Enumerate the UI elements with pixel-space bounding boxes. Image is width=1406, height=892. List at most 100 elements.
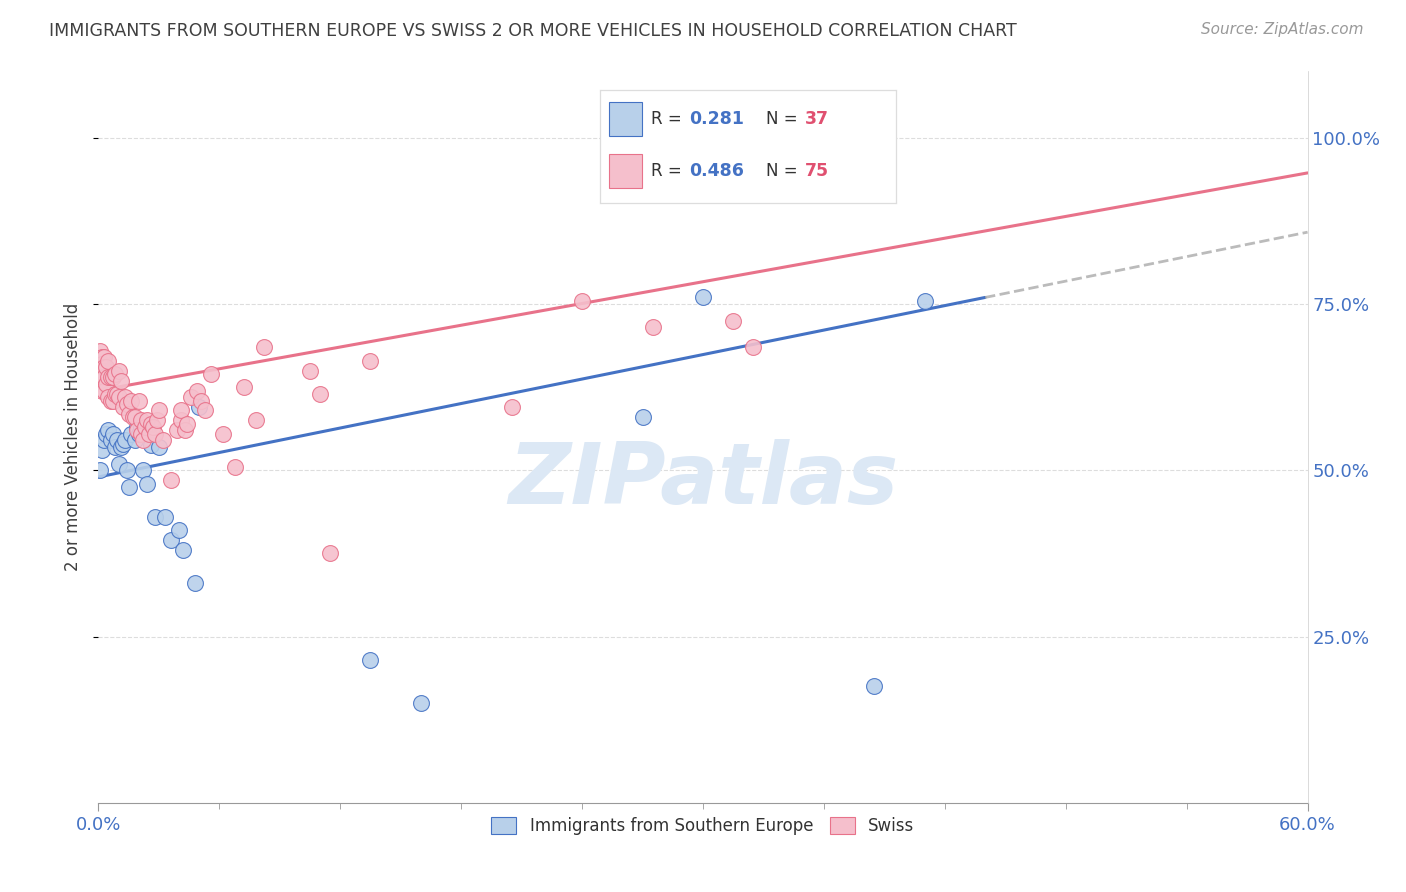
Point — [100, 434, 122, 448]
Point — [96, 376, 118, 391]
Text: ZIPatlas: ZIPatlas — [508, 440, 898, 523]
Point — [723, 314, 745, 328]
Point — [180, 390, 202, 404]
Point — [97, 353, 120, 368]
Point — [120, 393, 142, 408]
Point — [89, 343, 111, 358]
Point — [224, 460, 246, 475]
Point — [148, 440, 170, 454]
Point — [107, 363, 129, 377]
Point — [132, 434, 155, 448]
Point — [319, 546, 342, 560]
Point — [91, 351, 114, 365]
Point — [101, 393, 124, 408]
Point — [114, 390, 136, 404]
Point — [124, 410, 146, 425]
Point — [146, 413, 169, 427]
Point — [153, 509, 176, 524]
Point — [93, 370, 115, 384]
Point — [125, 424, 148, 438]
Point — [97, 424, 120, 438]
Point — [299, 363, 322, 377]
Point — [139, 417, 162, 431]
Point — [160, 533, 183, 548]
Point — [91, 384, 114, 398]
Point — [93, 434, 115, 448]
Point — [148, 403, 170, 417]
Point — [742, 340, 765, 354]
Point — [212, 426, 235, 441]
Point — [914, 293, 936, 308]
Point — [135, 413, 157, 427]
Point — [863, 680, 886, 694]
Point — [166, 424, 188, 438]
Point — [89, 463, 111, 477]
Point — [172, 543, 194, 558]
Point — [190, 393, 212, 408]
Point — [142, 420, 165, 434]
Point — [89, 363, 111, 377]
Y-axis label: 2 or more Vehicles in Household: 2 or more Vehicles in Household — [65, 303, 83, 571]
Point — [91, 443, 114, 458]
Point — [93, 384, 115, 398]
Point — [129, 420, 152, 434]
Point — [111, 436, 134, 450]
Point — [143, 426, 166, 441]
Point — [152, 434, 174, 448]
Point — [89, 374, 111, 388]
Point — [167, 523, 190, 537]
Legend: Immigrants from Southern Europe, Swiss: Immigrants from Southern Europe, Swiss — [485, 811, 921, 842]
Point — [170, 413, 193, 427]
Point — [200, 367, 222, 381]
Point — [89, 357, 111, 371]
Point — [138, 426, 160, 441]
Point — [97, 390, 120, 404]
Point — [186, 384, 208, 398]
Point — [118, 407, 141, 421]
Point — [91, 357, 114, 371]
Point — [188, 400, 211, 414]
Point — [91, 370, 114, 384]
Point — [132, 463, 155, 477]
Point — [176, 417, 198, 431]
Text: IMMIGRANTS FROM SOUTHERN EUROPE VS SWISS 2 OR MORE VEHICLES IN HOUSEHOLD CORRELA: IMMIGRANTS FROM SOUTHERN EUROPE VS SWISS… — [49, 22, 1017, 40]
Point — [143, 509, 166, 524]
Point — [105, 387, 128, 401]
Point — [631, 410, 654, 425]
Point — [107, 390, 129, 404]
Point — [110, 440, 132, 454]
Point — [103, 440, 125, 454]
Point — [91, 363, 114, 377]
Point — [115, 397, 138, 411]
Point — [101, 370, 124, 384]
Point — [232, 380, 254, 394]
Point — [134, 420, 156, 434]
Point — [97, 370, 120, 384]
Point — [129, 413, 152, 427]
Point — [110, 374, 132, 388]
Point — [103, 387, 125, 401]
Point — [139, 438, 162, 452]
Point — [128, 426, 150, 441]
Point — [253, 340, 276, 354]
Point — [118, 480, 141, 494]
Point — [135, 476, 157, 491]
Point — [360, 653, 382, 667]
Point — [114, 434, 136, 448]
Point — [194, 403, 217, 417]
Point — [160, 473, 183, 487]
Point — [103, 367, 125, 381]
Point — [501, 400, 523, 414]
Point — [170, 403, 193, 417]
Point — [105, 434, 128, 448]
Point — [360, 353, 382, 368]
Point — [129, 426, 152, 441]
Point — [107, 457, 129, 471]
Point — [174, 424, 197, 438]
Point — [120, 426, 142, 441]
Point — [100, 370, 122, 384]
Point — [309, 387, 332, 401]
Point — [571, 293, 593, 308]
Point — [93, 351, 115, 365]
Point — [245, 413, 267, 427]
